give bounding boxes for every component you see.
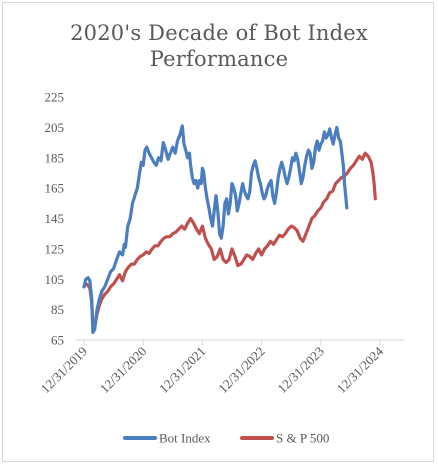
chart-title-line-1: 2020's Decade of Bot Index	[70, 21, 368, 45]
x-tick-label: 12/31/2022	[215, 344, 267, 396]
y-tick-label: 225	[45, 90, 65, 105]
chart-title-line-2: Performance	[149, 47, 289, 71]
series-layer	[82, 124, 377, 334]
chart-title: 2020's Decade of Bot Index Performance	[0, 20, 438, 72]
y-tick-label: 185	[45, 150, 65, 165]
x-tick-label: 12/31/2020	[97, 344, 149, 396]
series-line-sp500	[82, 151, 377, 328]
legend-item-bot-index: Bot Index	[123, 431, 211, 446]
y-tick-label: 145	[45, 211, 65, 226]
y-tick-label: 205	[45, 120, 65, 135]
y-tick-label: 125	[45, 241, 65, 256]
x-tick-label: 12/31/2023	[274, 344, 326, 396]
y-axis: 65 85 105 125 145 165 185 205 225	[45, 90, 65, 348]
x-tick-label: 12/31/2024	[334, 343, 387, 396]
legend: Bot Index S & P 500	[123, 431, 329, 446]
legend-label: S & P 500	[276, 431, 329, 446]
legend-label: Bot Index	[159, 431, 211, 446]
y-tick-label: 105	[45, 272, 65, 287]
x-tick-label: 12/31/2021	[156, 344, 208, 396]
legend-item-sp500: S & P 500	[240, 431, 329, 446]
y-tick-label: 85	[51, 302, 64, 317]
series-line-bot-index	[82, 124, 349, 334]
x-tick-label: 12/31/2019	[38, 344, 90, 396]
y-tick-label: 65	[51, 333, 64, 348]
y-tick-label: 165	[45, 181, 65, 196]
x-axis: 12/31/2019 12/31/2020 12/31/2021 12/31/2022…	[38, 339, 404, 396]
